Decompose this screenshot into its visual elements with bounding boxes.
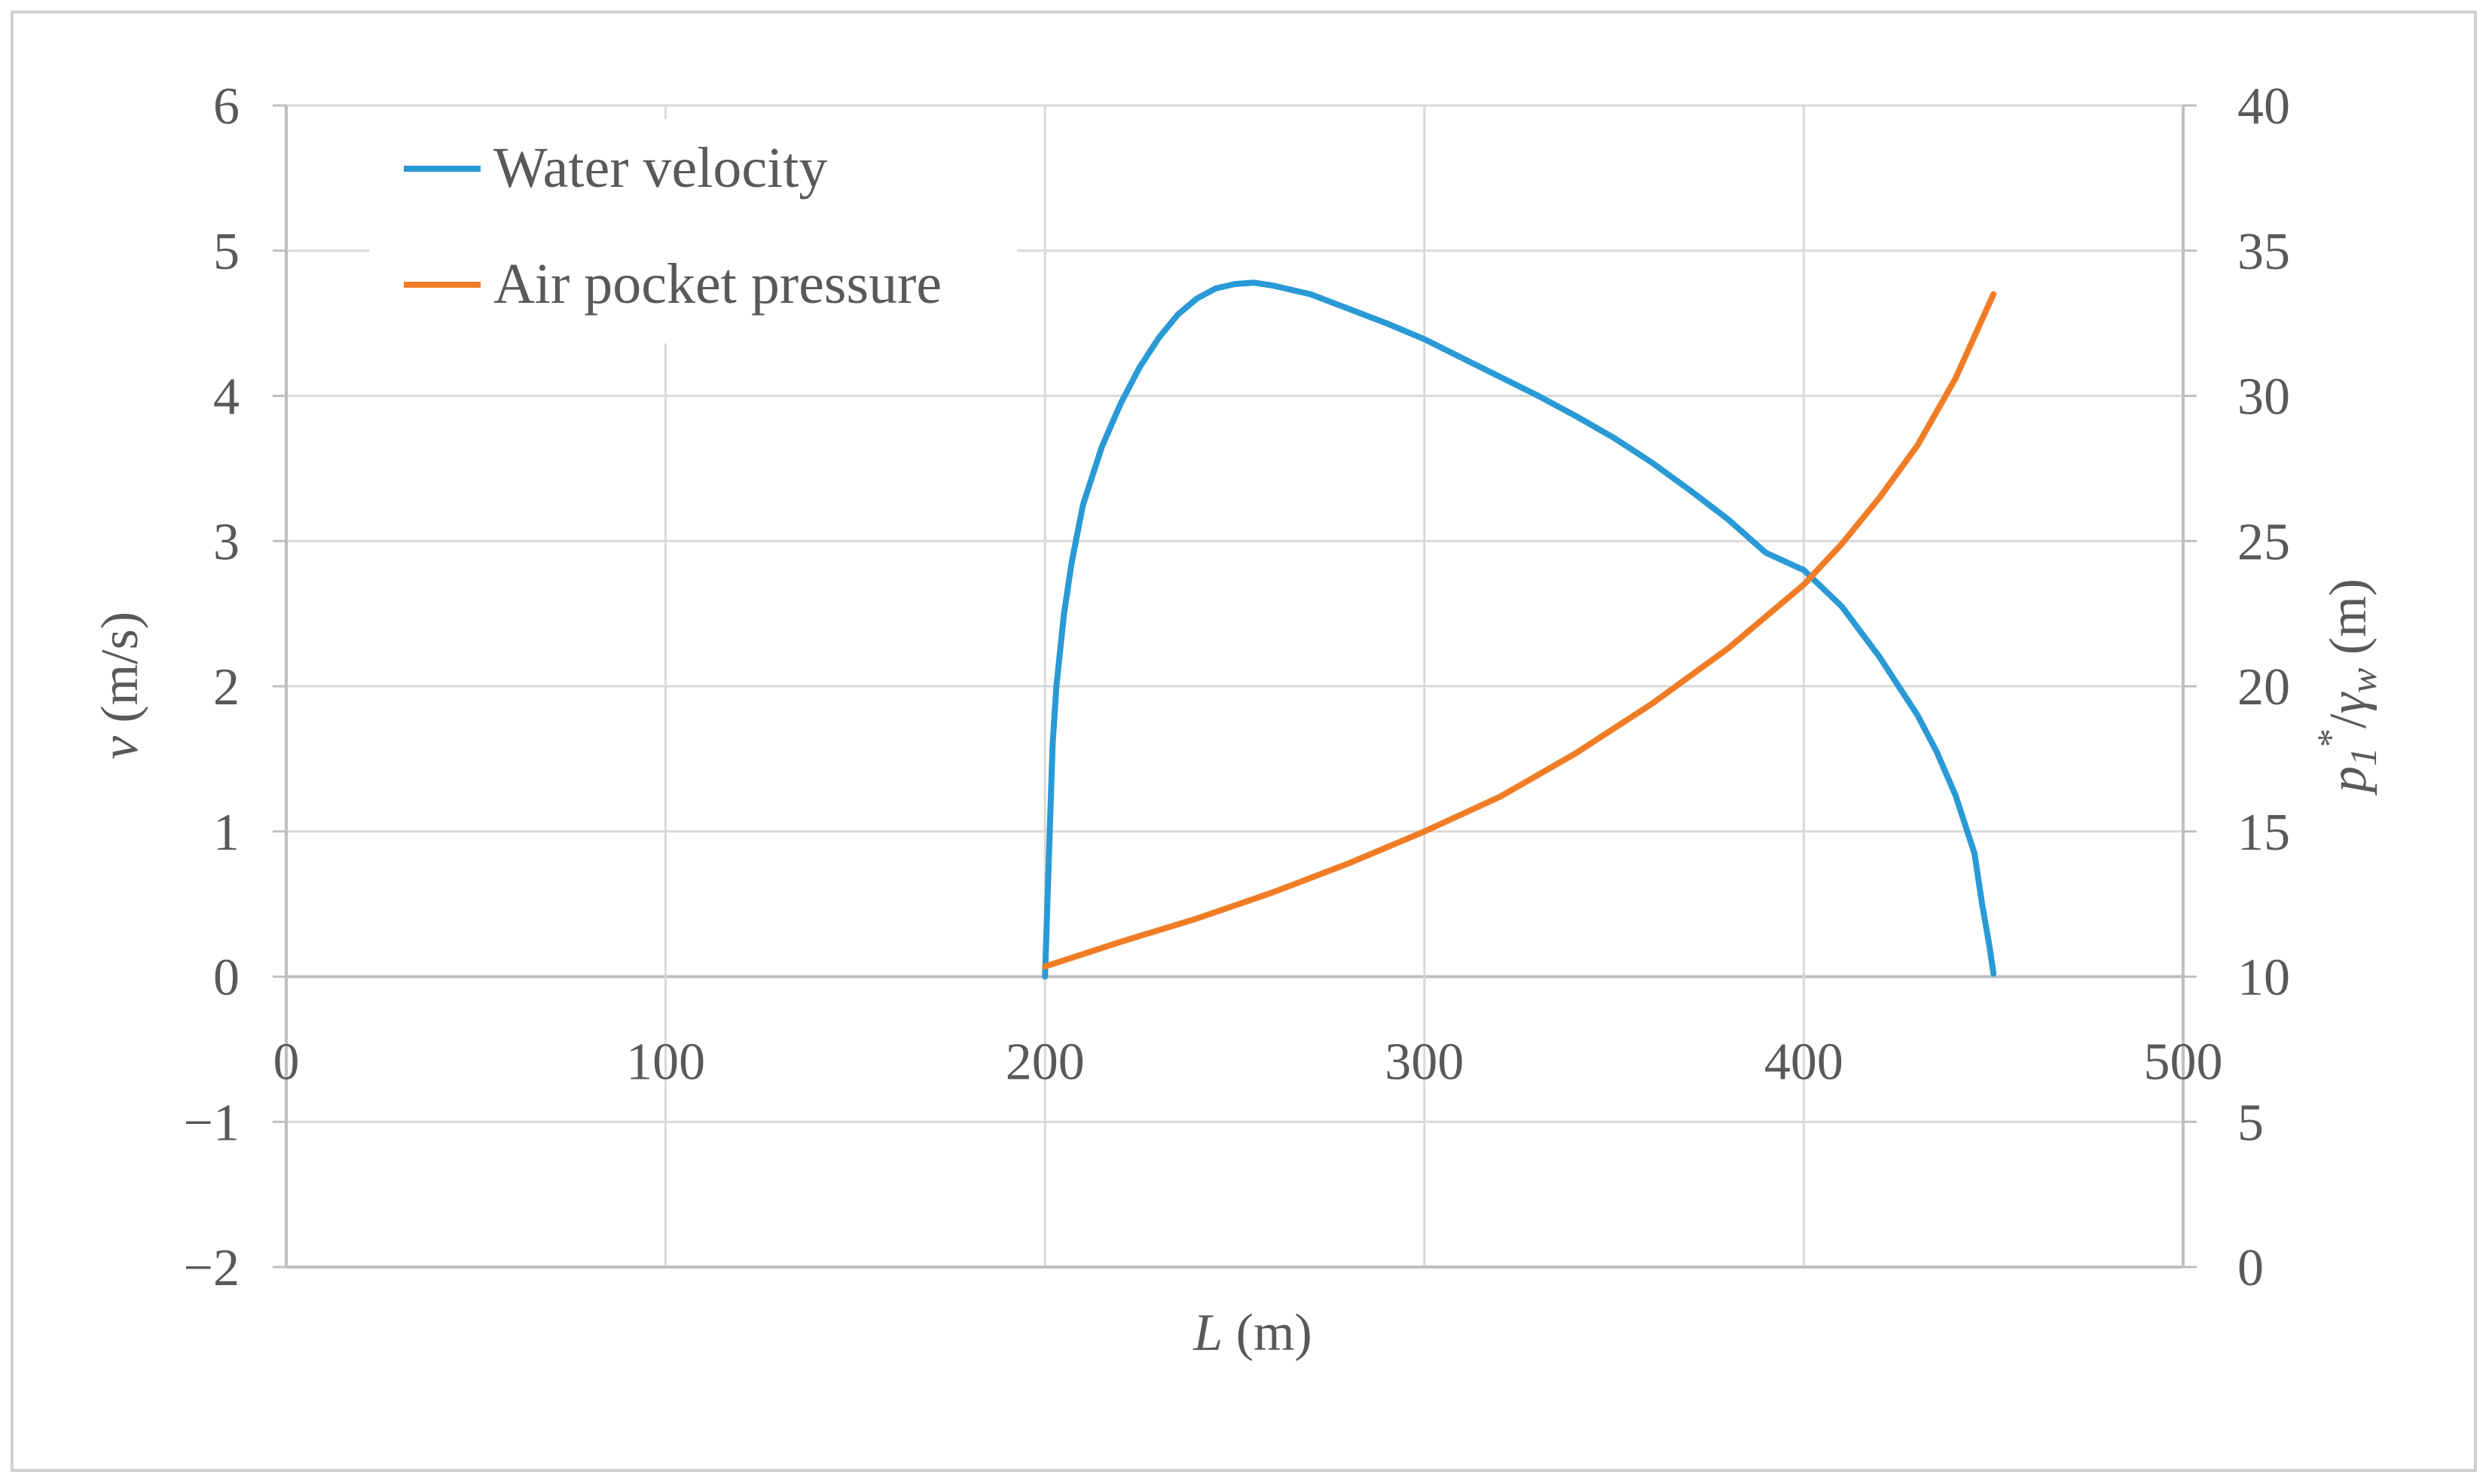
x-tick-label: 300 — [1385, 1034, 1464, 1092]
y-axis-title: v (m/s) — [91, 612, 149, 759]
x-tick-label: 400 — [1764, 1034, 1843, 1092]
y-tick-label: 5 — [213, 223, 240, 281]
y-tick-label: 1 — [213, 804, 240, 862]
y2-tick-label: 35 — [2237, 223, 2290, 281]
tick-labels: −2 −1 0 1 2 3 4 5 6 0 100 200 300 400 500 0 5 10 15 20 25 30 3… — [184, 78, 2290, 1297]
series-line-water-velocity — [1042, 279, 1997, 980]
y-tick-label: 3 — [213, 513, 240, 571]
x-tick-label: 100 — [626, 1034, 705, 1092]
series-layer — [1042, 279, 1997, 980]
legend: Water velocity Air pocket pressure — [369, 119, 1017, 344]
y2-tick-label: 15 — [2237, 804, 2290, 862]
y-tick-label: 6 — [213, 78, 240, 136]
series-line-air-pocket-pressure — [1042, 291, 1997, 969]
legend-background — [369, 119, 1017, 344]
legend-label-water-velocity: Water velocity — [493, 136, 827, 200]
y2-tick-label: 40 — [2237, 78, 2290, 136]
x-axis-title: L (m) — [1193, 1304, 1312, 1362]
y2-tick-label: 30 — [2237, 368, 2290, 426]
y2-tick-label: 0 — [2237, 1239, 2264, 1297]
y2-tick-label: 20 — [2237, 658, 2290, 716]
y-tick-label: −2 — [184, 1239, 240, 1297]
y2-tick-label: 5 — [2237, 1094, 2264, 1152]
x-tick-label: 200 — [1006, 1034, 1085, 1092]
y-tick-label: 2 — [213, 658, 240, 716]
x-tick-label: 500 — [2144, 1034, 2223, 1092]
y2-tick-label: 25 — [2237, 513, 2290, 571]
legend-label-air-pocket-pressure: Air pocket pressure — [493, 252, 942, 316]
y-tick-label: 4 — [213, 368, 240, 426]
y-tick-label: 0 — [213, 949, 240, 1007]
y2-tick-label: 10 — [2237, 949, 2290, 1007]
y-tick-label: −1 — [184, 1094, 240, 1152]
x-tick-label: 0 — [273, 1034, 300, 1092]
axes — [273, 104, 2197, 1269]
y2-axis-title: p1*/γw (m) — [2309, 579, 2384, 796]
